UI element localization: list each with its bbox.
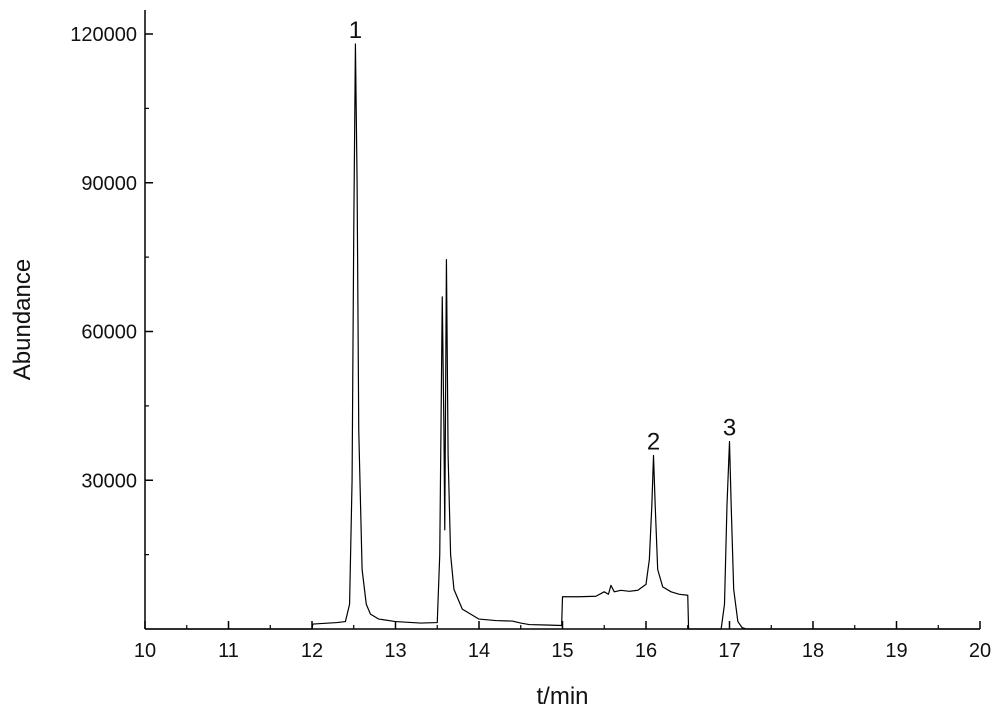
x-tick-label: 19 [885,640,907,662]
x-tick-label: 20 [969,640,991,662]
y-tick-label: 120000 [70,24,137,46]
series-line [145,44,980,629]
x-axis-title: t/min [536,683,588,710]
x-tick-label: 13 [384,640,406,662]
peak-label: 3 [723,415,736,442]
y-axis-title: Abundance [9,259,36,380]
y-ticks: 30000 60000 90000 120000 [70,24,153,555]
peak-label: 1 [349,17,362,44]
x-tick-label: 10 [134,640,156,662]
annotation-layer: 1 2 3 [349,17,736,456]
x-tick-label: 17 [718,640,740,662]
peak-label: 2 [647,428,660,455]
x-tick-label: 14 [468,640,490,662]
x-tick-label: 15 [551,640,573,662]
x-tick-label: 12 [301,640,323,662]
x-tick-label: 16 [635,640,657,662]
y-tick-label: 60000 [81,322,137,344]
x-tick-label: 11 [218,640,239,662]
y-tick-label: 90000 [81,173,137,195]
y-tick-label: 30000 [81,470,137,492]
axes [145,10,980,629]
series-layer [145,44,980,629]
x-ticks: 10 11 12 13 14 15 16 17 18 19 20 [134,621,991,662]
x-tick-label: 18 [802,640,824,662]
